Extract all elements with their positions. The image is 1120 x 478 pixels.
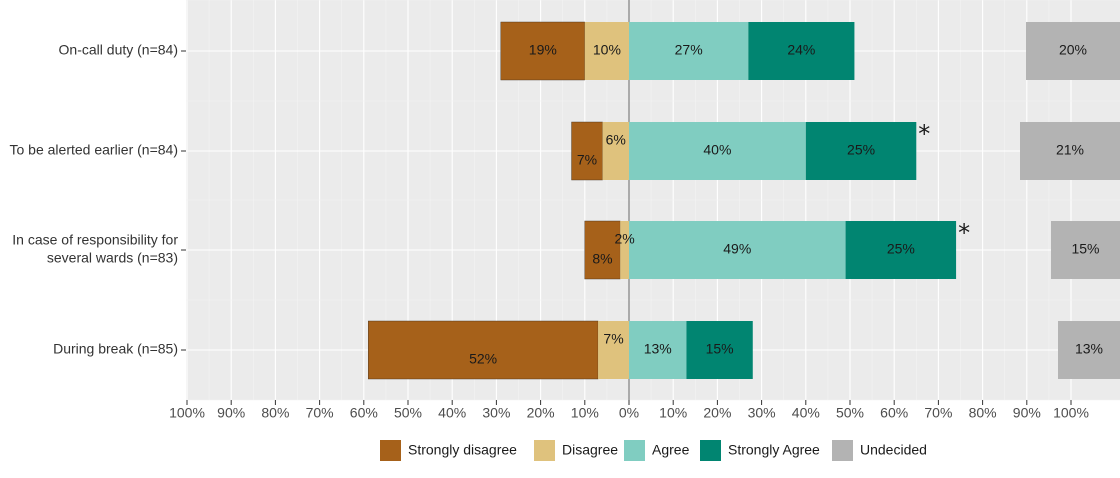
bar-labels: 19% 10% 27% 24% 20% 7% 6% 40% 25% 21% * 8%2% 49% 25% 1… — [469, 42, 1103, 367]
bar-label-agree: 40% — [703, 142, 731, 158]
bar-label-agree: 49% — [723, 241, 751, 257]
y-axis: On-call duty (n=84) To be alerted earlier… — [10, 42, 186, 357]
bar-label-strongly-agree: 15% — [706, 341, 734, 357]
bar-label-strongly-agree: 25% — [847, 142, 875, 158]
x-tick-label: 90% — [1013, 405, 1041, 421]
x-tick-label: 100% — [169, 405, 205, 421]
category-label: To be alerted earlier (n=84) — [10, 142, 179, 158]
bar-label-undecided: 13% — [1075, 341, 1103, 357]
bar-label-agree: 27% — [675, 42, 703, 58]
legend-swatch — [700, 440, 721, 461]
bar-strongly-disagree — [584, 220, 621, 280]
significance-marker: * — [958, 219, 970, 247]
legend-label: Disagree — [562, 442, 618, 458]
x-tick-label: 90% — [217, 405, 245, 421]
bar-disagree — [584, 22, 629, 80]
x-tick-label: 40% — [792, 405, 820, 421]
bar-label-strongly-disagree: 8% — [592, 251, 612, 267]
bar-undecided — [1026, 22, 1120, 80]
bar-label-strongly-disagree: 19% — [529, 42, 557, 58]
bar-agree — [629, 321, 687, 379]
bar-strongly-agree — [805, 122, 917, 180]
legend-swatch — [380, 440, 401, 461]
bar-agree — [629, 221, 846, 279]
bar-strongly-agree — [845, 221, 957, 279]
x-tick-label: 10% — [571, 405, 599, 421]
bar-label-strongly-agree: 24% — [787, 42, 815, 58]
legend: Strongly disagree Disagree Agree Strongly A… — [380, 440, 927, 461]
x-tick-label: 20% — [703, 405, 731, 421]
bar-strongly-agree — [686, 321, 753, 379]
bar-undecided — [1020, 122, 1120, 180]
legend-swatch — [624, 440, 645, 461]
bar-agree — [629, 22, 749, 80]
legend-label: Strongly disagree — [408, 442, 517, 458]
bar-strongly-agree — [748, 22, 855, 80]
x-tick-label: 60% — [880, 405, 908, 421]
x-tick-label: 30% — [482, 405, 510, 421]
category-label: During break (n=85) — [53, 341, 178, 357]
legend-swatch — [832, 440, 853, 461]
x-tick-label: 70% — [306, 405, 334, 421]
bar-label-strongly-disagree: 52% — [469, 351, 497, 367]
bars — [368, 21, 1120, 380]
x-tick-label: 70% — [924, 405, 952, 421]
bar-disagree — [598, 321, 629, 379]
category-label: On-call duty (n=84) — [59, 42, 178, 58]
bar-disagree — [602, 122, 629, 180]
x-tick-label: 40% — [438, 405, 466, 421]
bar-label-strongly-agree: 25% — [887, 241, 915, 257]
significance-marker: * — [918, 120, 930, 148]
x-axis: 100% 90% 80% 70% 60% 50% 40% 30% 20% 10% 0% 10% 20% 3… — [169, 400, 1089, 421]
category-label: In case of responsibility for — [12, 232, 178, 248]
x-tick-label: 50% — [394, 405, 422, 421]
x-tick-label: 20% — [527, 405, 555, 421]
bar-label-disagree: 7% — [603, 331, 623, 347]
bar-label-undecided: 20% — [1059, 42, 1087, 58]
bar-label-disagree: 6% — [606, 132, 626, 148]
bar-label-agree: 13% — [644, 341, 672, 357]
bar-undecided — [1051, 221, 1120, 279]
bar-undecided — [1058, 321, 1120, 379]
bar-label-strongly-disagree: 7% — [577, 152, 597, 168]
x-tick-label: 80% — [261, 405, 289, 421]
category-label: several wards (n=83) — [47, 250, 178, 266]
x-tick-label: 0% — [619, 405, 639, 421]
legend-label: Agree — [652, 442, 690, 458]
x-tick-label: 50% — [836, 405, 864, 421]
bar-strongly-disagree — [571, 121, 603, 181]
x-tick-label: 60% — [350, 405, 378, 421]
x-tick-label: 10% — [659, 405, 687, 421]
x-tick-label: 30% — [748, 405, 776, 421]
legend-label: Strongly Agree — [728, 442, 820, 458]
bar-label-disagree: 2% — [614, 231, 634, 247]
bar-label-undecided: 21% — [1056, 142, 1084, 158]
x-tick-label: 100% — [1053, 405, 1089, 421]
bar-agree — [629, 122, 806, 180]
bar-strongly-disagree — [500, 21, 586, 81]
legend-swatch — [534, 440, 555, 461]
bar-disagree — [620, 221, 629, 279]
x-tick-label: 80% — [969, 405, 997, 421]
legend-label: Undecided — [860, 442, 927, 458]
bar-strongly-disagree — [368, 320, 599, 380]
bar-label-disagree: 10% — [593, 42, 621, 58]
bar-label-undecided: 15% — [1071, 241, 1099, 257]
